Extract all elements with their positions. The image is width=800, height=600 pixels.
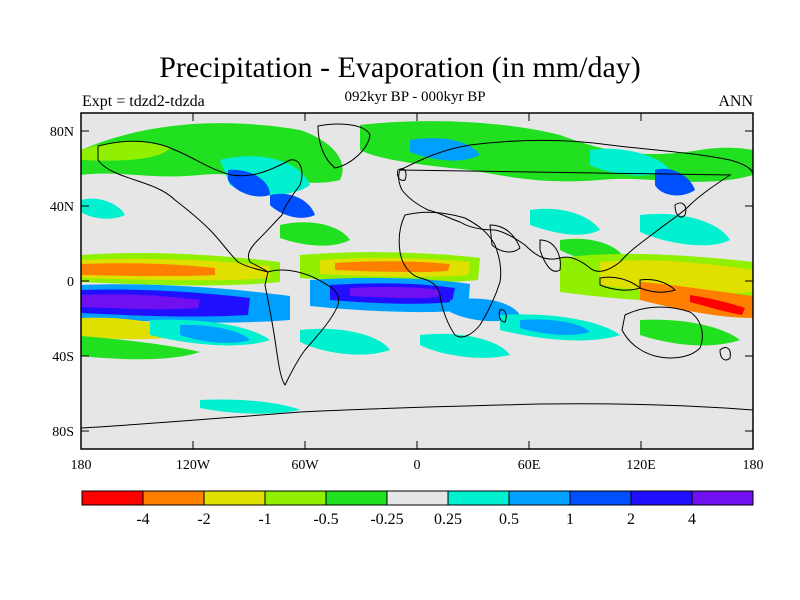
- colorbar-label: -4: [136, 511, 149, 528]
- colorbar-swatch: [142, 490, 205, 506]
- colorbar-swatch: [81, 490, 144, 506]
- colorbar: -4 -2 -1 -0.5 -0.25 0.25 0.5 1 2 4: [81, 490, 754, 528]
- lat-label: 40S: [52, 350, 74, 365]
- colorbar-label: -2: [197, 511, 210, 528]
- colorbar-swatch: [386, 490, 449, 506]
- colorbar-label: -0.5: [313, 511, 338, 528]
- colorbar-swatch: [569, 490, 632, 506]
- lat-label: 80N: [50, 125, 74, 140]
- anomaly-field: [81, 121, 753, 414]
- map-title: Precipitation - Evaporation (in mm/day): [159, 51, 641, 84]
- lon-label: 60W: [291, 458, 319, 473]
- colorbar-swatch: [447, 490, 510, 506]
- lat-label: 40N: [50, 200, 74, 215]
- colorbar-label: -1: [258, 511, 271, 528]
- colorbar-label: 4: [688, 511, 696, 528]
- lat-label: 0: [67, 275, 74, 290]
- map-subtitle: 092kyr BP - 000kyr BP: [344, 89, 486, 105]
- colorbar-swatch: [325, 490, 388, 506]
- season-label: ANN: [718, 93, 753, 110]
- colorbar-swatch: [264, 490, 327, 506]
- lon-label: 0: [414, 458, 421, 473]
- lon-label: 120E: [626, 458, 656, 473]
- experiment-label: Expt = tdzd2-tdzda: [82, 93, 205, 110]
- colorbar-swatch: [508, 490, 571, 506]
- colorbar-label: 2: [627, 511, 635, 528]
- lon-label: 60E: [518, 458, 541, 473]
- lon-ticks: [192, 113, 642, 449]
- colorbar-swatch: [203, 490, 266, 506]
- coastlines: [81, 123, 753, 429]
- lat-label: 80S: [52, 425, 74, 440]
- colorbar-label: 0.5: [499, 511, 519, 528]
- colorbar-swatch: [630, 490, 693, 506]
- lon-label: 120W: [176, 458, 211, 473]
- lon-label: 180: [743, 458, 764, 473]
- colorbar-label: 1: [566, 511, 574, 528]
- colorbar-label: -0.25: [370, 511, 403, 528]
- lat-ticks: [81, 130, 753, 432]
- colorbar-swatch: [691, 490, 754, 506]
- lon-label: 180: [71, 458, 92, 473]
- colorbar-label: 0.25: [434, 511, 462, 528]
